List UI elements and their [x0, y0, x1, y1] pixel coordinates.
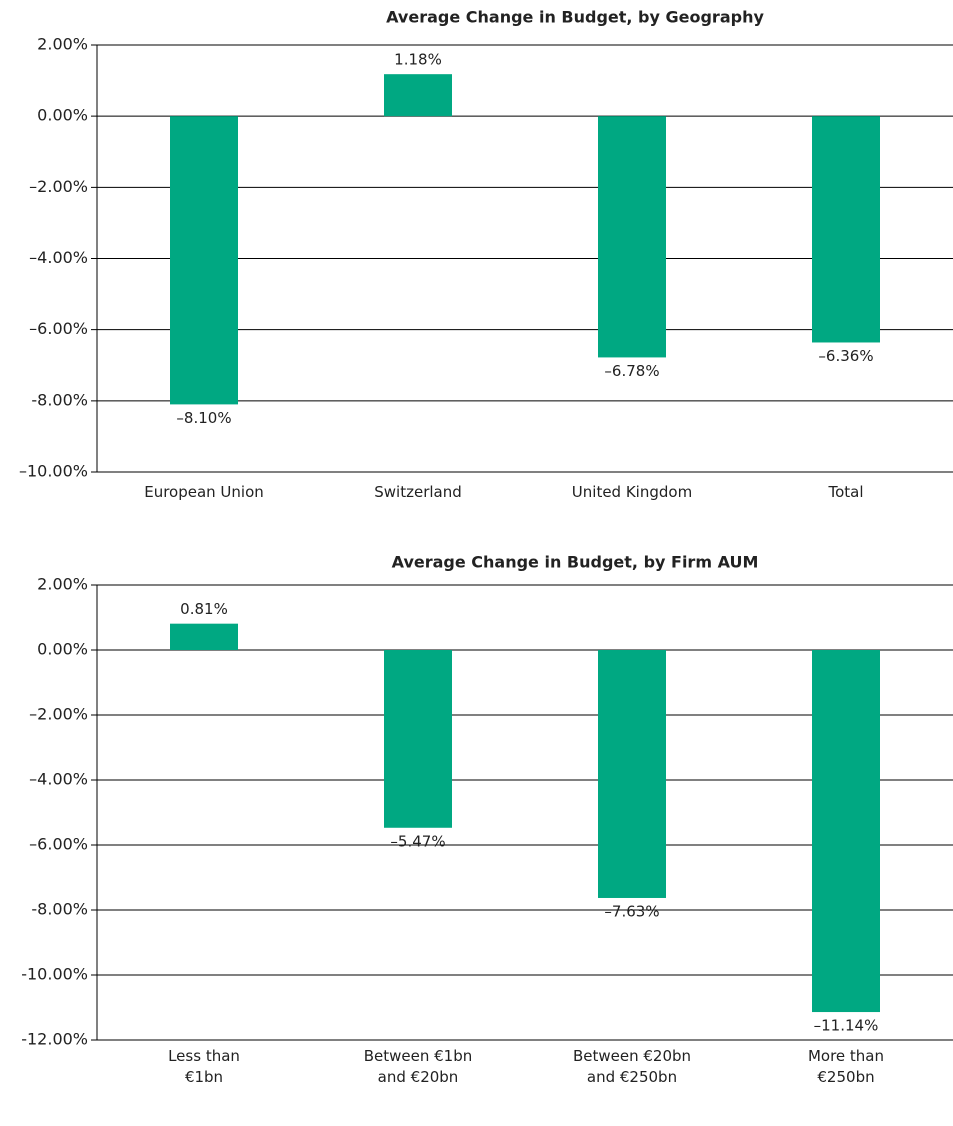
bar [170, 623, 238, 650]
x-tick-label-box: United Kingdom [571, 483, 693, 501]
x-tick-label: Switzerland [374, 483, 462, 501]
y-tick-label: -12.00% [21, 1030, 88, 1049]
x-tick-label-box: Less than €1bn [168, 1047, 240, 1086]
x-tick-label: Less than €1bn [168, 1047, 240, 1086]
bar [812, 650, 880, 1013]
x-tick-label-box: Switzerland [374, 483, 462, 501]
value-label: –6.78% [604, 362, 659, 380]
y-tick-label: -8.00% [31, 900, 88, 919]
x-tick-label-box: European Union [144, 483, 264, 501]
x-tick-label: European Union [144, 483, 264, 501]
bar [598, 650, 666, 898]
y-tick-label: –4.00% [29, 248, 88, 267]
y-tick-label: 2.00% [37, 575, 88, 594]
y-tick-label: –2.00% [29, 705, 88, 724]
value-label: –11.14% [814, 1017, 879, 1035]
bar [812, 116, 880, 343]
y-tick-label: 0.00% [37, 640, 88, 659]
y-tick-label: -10.00% [21, 965, 88, 984]
x-tick-label: United Kingdom [571, 483, 693, 501]
bar [170, 116, 238, 405]
bar [598, 116, 666, 358]
x-tick-label-box: Between €20bn and €250bn [572, 1047, 692, 1086]
x-tick-label-box: Total [828, 483, 864, 501]
value-label: –7.63% [604, 902, 659, 920]
value-label: –6.36% [818, 347, 873, 365]
x-tick-label-box: More than €250bn [807, 1047, 885, 1086]
value-label: –5.47% [390, 832, 445, 850]
x-tick-label: More than €250bn [807, 1047, 885, 1086]
x-tick-label-box: Between €1bn and €20bn [363, 1047, 473, 1086]
y-tick-label: –6.00% [29, 835, 88, 854]
y-tick-label: 2.00% [37, 35, 88, 54]
chart-title: Average Change in Budget, by Firm AUM [392, 553, 759, 572]
x-tick-label: Between €1bn and €20bn [363, 1047, 473, 1086]
value-label: 1.18% [394, 51, 442, 69]
y-tick-label: –2.00% [29, 177, 88, 196]
y-tick-label: -8.00% [31, 390, 88, 409]
y-tick-label: –10.00% [19, 462, 88, 481]
bar [384, 74, 452, 117]
bar [384, 650, 452, 828]
value-label: –8.10% [176, 409, 231, 427]
x-tick-label: Between €20bn and €250bn [572, 1047, 692, 1086]
chart-title: Average Change in Budget, by Geography [386, 8, 764, 27]
x-tick-label: Total [828, 483, 864, 501]
y-tick-label: 0.00% [37, 106, 88, 125]
y-tick-label: –4.00% [29, 770, 88, 789]
value-label: 0.81% [180, 600, 228, 618]
y-tick-label: –6.00% [29, 319, 88, 338]
